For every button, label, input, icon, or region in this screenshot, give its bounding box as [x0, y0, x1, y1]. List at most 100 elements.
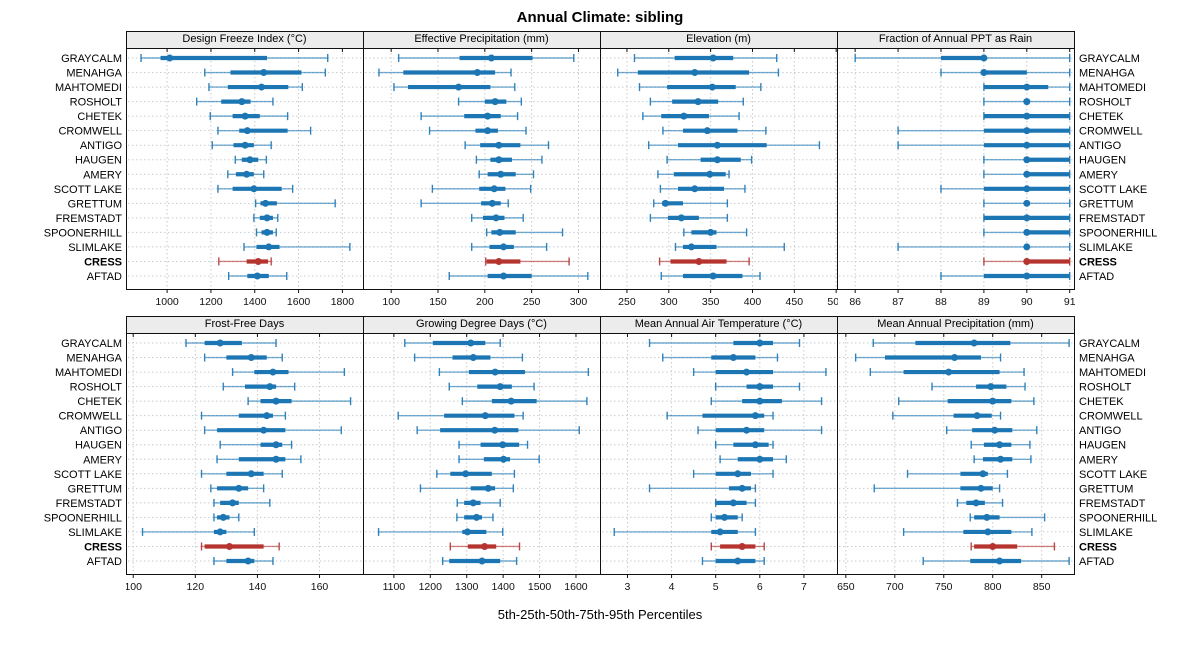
panel-border [125, 333, 364, 575]
whisker-grettum [652, 199, 728, 208]
site-label-graycalm: GRAYCALM [1079, 53, 1140, 65]
whisker-spoonerhill [682, 228, 747, 237]
whisker-antigo [211, 141, 272, 150]
whisker-spoonerhill [212, 513, 239, 522]
whisker-aftad [227, 272, 287, 280]
whisker-mahtomedi [392, 83, 515, 92]
x-tick-label: 1300 [455, 581, 479, 593]
panel-strip: Growing Degree Days (°C) [362, 316, 601, 333]
site-label-scott-lake: SCOTT LAKE [1079, 184, 1147, 196]
x-tick-label: 750 [934, 581, 952, 593]
whisker-amery [982, 170, 1070, 179]
whisker-scott-lake [659, 184, 746, 193]
whisker-spoonerhill [485, 228, 563, 237]
site-label-cress: CRESS [84, 256, 122, 268]
site-label-rosholt: ROSHOLT [1079, 97, 1132, 109]
whisker-slimlake [470, 242, 547, 251]
whisker-spoonerhill [710, 513, 743, 522]
whisker-cromwell [665, 411, 774, 420]
site-labels-right: GRAYCALM MENAHGA MAHTOMEDI ROSHOLT CHETEK CRO… [1079, 338, 1157, 568]
site-label-cromwell: CROMWELL [58, 126, 122, 138]
whisker-amery [656, 170, 730, 179]
site-label-chetek: CHETEK [77, 396, 122, 408]
x-tick-label: 400 [743, 296, 761, 308]
whisker-chetek [246, 397, 351, 406]
x-axis: 250 300 350 400 450 500 [618, 49, 838, 308]
whisker-mahtomedi [692, 368, 827, 377]
whisker-graycalm [403, 339, 501, 347]
x-tick-label: 200 [476, 296, 494, 308]
site-label-aftad: AFTAD [1079, 271, 1114, 283]
whisker-antigo [415, 426, 580, 435]
x-tick-label: 500 [827, 296, 838, 308]
panel-plot: 3 4 5 6 7 [599, 333, 838, 593]
site-labels-right: GRAYCALM MENAHGA MAHTOMEDI ROSHOLT CHETEK CRO… [1079, 53, 1157, 283]
x-tick-label: 1200 [418, 581, 442, 593]
whisker-amery [457, 455, 540, 464]
whisker-chetek [419, 112, 518, 121]
x-axis: 1000 1200 1400 1600 1800 [155, 49, 354, 308]
x-tick-label: 91 [1063, 296, 1074, 308]
whisker-scott-lake [200, 469, 283, 478]
site-label-cromwell: CROMWELL [1079, 126, 1143, 138]
whisker-cress [982, 257, 1070, 266]
x-tick-label: 450 [785, 296, 803, 308]
whisker-aftad [701, 557, 765, 565]
whisker-antigo [647, 141, 820, 150]
whisker-spoonerhill [968, 513, 1045, 522]
site-label-graycalm: GRAYCALM [61, 338, 122, 350]
whisker-fremstadt [649, 213, 728, 222]
panel-border [836, 333, 1075, 575]
x-axis: 650 700 750 800 850 [837, 334, 1050, 593]
x-tick-label: 250 [618, 296, 636, 308]
whisker-slimlake [377, 527, 503, 536]
site-label-mahtomedi: MAHTOMEDI [1079, 82, 1146, 94]
site-label-haugen: HAUGEN [1079, 155, 1126, 167]
whisker-graycalm [139, 54, 328, 62]
panel-border [362, 333, 601, 575]
x-tick-label: 86 [849, 296, 861, 308]
whisker-spoonerhill [255, 228, 277, 237]
x-axis: 100 120 140 160 [126, 334, 328, 593]
site-label-cromwell: CROMWELL [1079, 411, 1143, 423]
whisker-mahtomedi [982, 83, 1070, 92]
axis-caption: 5th-25th-50th-75th-95th Percentiles [497, 607, 703, 622]
whisker-antigo [896, 141, 1070, 150]
panel-plot: 100 150 200 250 300 [362, 48, 601, 308]
whisker-menahga [377, 68, 512, 77]
site-label-scott-lake: SCOTT LAKE [53, 469, 121, 481]
panel-plot: 100 120 140 160 [125, 333, 364, 593]
site-label-graycalm: GRAYCALM [1079, 338, 1140, 350]
site-labels-left: GRAYCALM MENAHGA MAHTOMEDI ROSHOLT CHETEK CRO… [43, 53, 122, 283]
site-label-rosholt: ROSHOLT [1079, 382, 1132, 394]
panel-strip: Elevation (m) [599, 31, 838, 48]
whisker-aftad [212, 557, 274, 565]
whisker-haugen [475, 155, 543, 164]
x-tick-label: 1600 [564, 581, 588, 593]
site-label-chetek: CHETEK [77, 111, 122, 123]
site-label-haugen: HAUGEN [74, 440, 121, 452]
whisker-scott-lake [939, 184, 1070, 193]
x-axis: 3 4 5 6 7 [624, 334, 806, 593]
whisker-graycalm [853, 54, 1070, 62]
whisker-menahga [939, 68, 1070, 77]
x-axis: 1100 1200 1300 1400 1500 1600 [382, 334, 587, 593]
whisker-fremstadt [212, 498, 271, 507]
panel-plot: 250 300 350 400 450 500 [599, 48, 838, 308]
whisker-scott-lake [692, 469, 774, 478]
x-tick-label: 90 [1020, 296, 1032, 308]
whisker-graycalm [872, 339, 1070, 347]
x-tick-label: 3 [624, 581, 630, 593]
x-tick-label: 1100 [382, 581, 405, 593]
whisker-scott-lake [431, 184, 531, 193]
x-tick-label: 300 [569, 296, 587, 308]
trellis-grid: GRAYCALM MENAHGA MAHTOMEDI ROSHOLT CHETEK CRO… [0, 31, 1200, 599]
site-label-menahga: MENAHGA [66, 353, 122, 365]
panel-effective-precipitation-mm: Effective Precipitation (mm) 100 150 200 250… [362, 31, 601, 314]
site-label-amery: AMERY [1079, 169, 1119, 181]
x-tick-label: 1500 [527, 581, 551, 593]
x-tick-label: 800 [983, 581, 1001, 593]
whisker-cress [658, 257, 750, 266]
x-tick-label: 1200 [199, 296, 223, 308]
site-label-antigo: ANTIGO [79, 425, 122, 437]
